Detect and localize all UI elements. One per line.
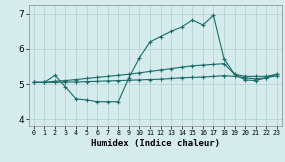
X-axis label: Humidex (Indice chaleur): Humidex (Indice chaleur) — [91, 139, 220, 148]
